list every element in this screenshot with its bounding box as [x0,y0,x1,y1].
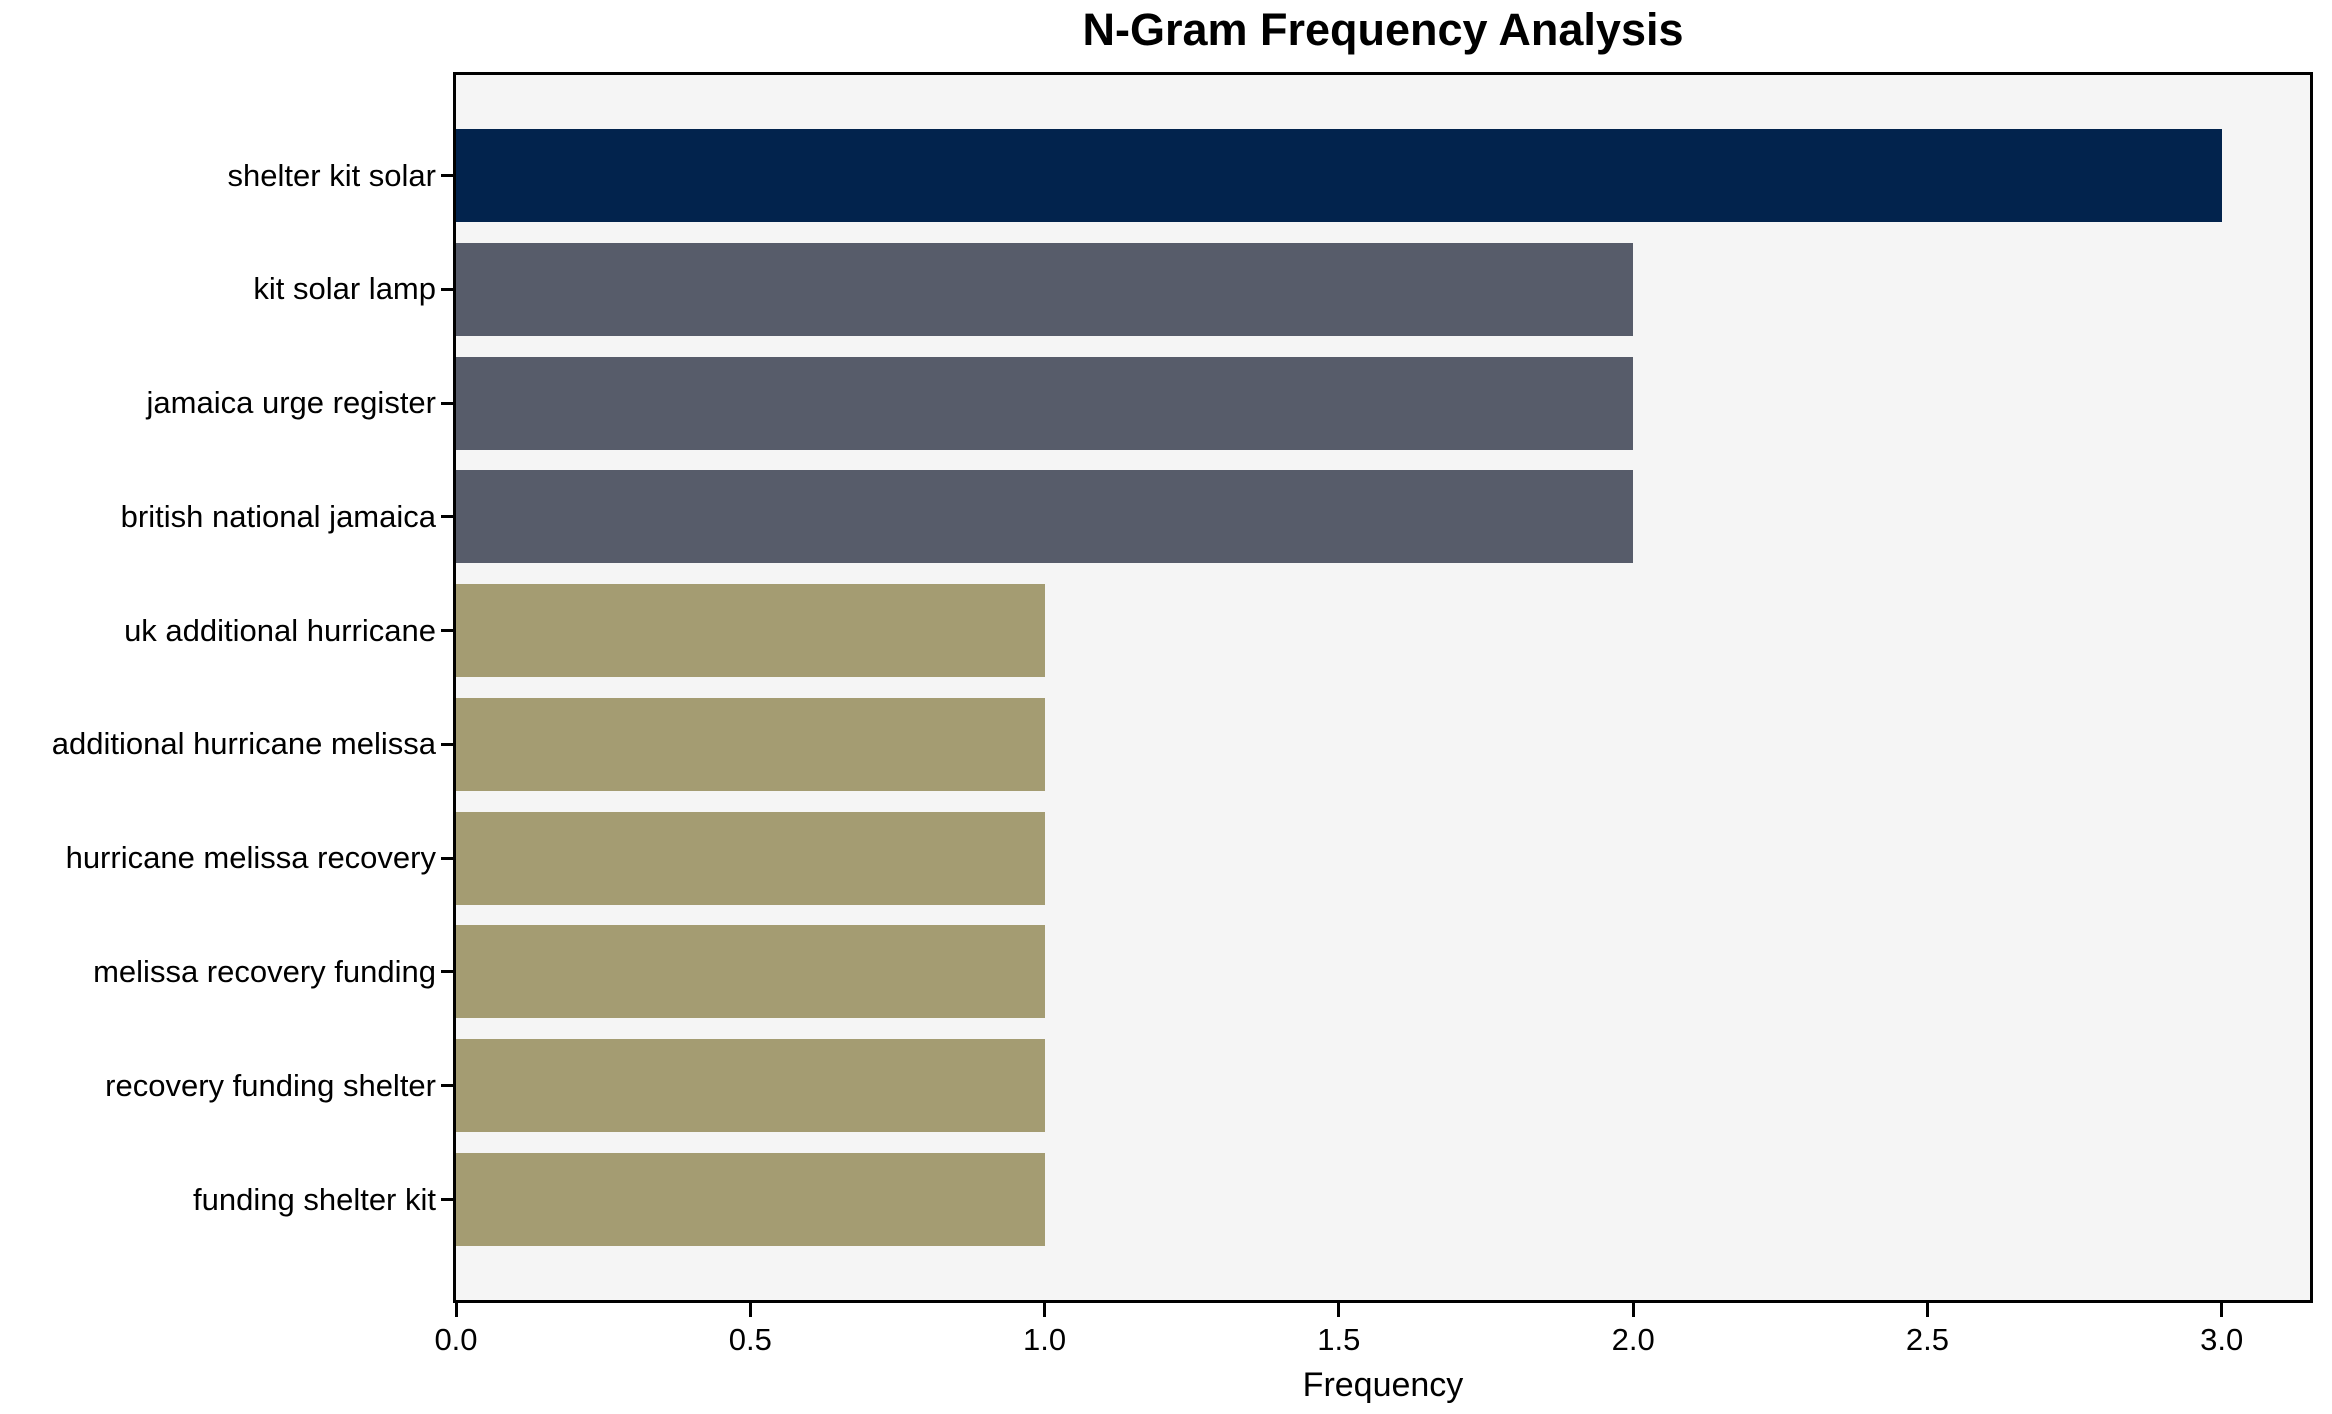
x-tick-0.5 [748,1303,752,1317]
bar-funding-shelter-kit [456,1153,1045,1246]
y-tick-recovery-funding-shelter [441,1084,453,1088]
y-tick-british-national-jamaica [441,515,453,519]
y-label-funding-shelter-kit: funding shelter kit [193,1181,436,1217]
y-tick-melissa-recovery-funding [441,970,453,974]
chart-title: N-Gram Frequency Analysis [1082,4,1684,55]
y-label-shelter-kit-solar: shelter kit solar [227,157,436,193]
y-label-british-national-jamaica: british national jamaica [120,498,436,534]
x-tick-label-1.0: 1.0 [1023,1322,1067,1357]
y-label-jamaica-urge-register: jamaica urge register [146,385,436,421]
y-label-uk-additional-hurricane: uk additional hurricane [124,612,436,648]
bar-hurricane-melissa-recovery [456,811,1045,905]
bar-uk-additional-hurricane [456,584,1045,678]
x-tick-label-0.0: 0.0 [434,1322,478,1357]
y-tick-funding-shelter-kit [441,1198,453,1201]
y-tick-uk-additional-hurricane [441,629,453,633]
x-axis-title: Frequency [1302,1366,1464,1404]
x-tick-label-1.5: 1.5 [1317,1322,1361,1357]
y-label-additional-hurricane-melissa: additional hurricane melissa [51,726,436,762]
y-tick-kit-solar-lamp [441,287,453,291]
bar-melissa-recovery-funding [456,925,1045,1019]
x-tick-3.0 [2220,1303,2224,1317]
bar-jamaica-urge-register [456,356,1634,450]
y-label-melissa-recovery-funding: melissa recovery funding [93,953,436,989]
bar-additional-hurricane-melissa [456,697,1045,791]
x-tick-label-2.5: 2.5 [1905,1322,1949,1357]
y-tick-additional-hurricane-melissa [441,742,453,746]
bar-british-national-jamaica [456,470,1634,564]
bar-kit-solar-lamp [456,242,1634,336]
x-tick-1.0 [1043,1303,1047,1317]
y-tick-shelter-kit-solar [441,174,453,177]
y-tick-hurricane-melissa-recovery [441,856,453,860]
x-tick-label-2.0: 2.0 [1611,1322,1655,1357]
y-tick-jamaica-urge-register [441,401,453,405]
x-tick-0.0 [454,1303,458,1317]
y-label-recovery-funding-shelter: recovery funding shelter [105,1067,436,1103]
x-tick-2.0 [1631,1303,1635,1317]
y-label-kit-solar-lamp: kit solar lamp [253,271,436,307]
y-label-hurricane-melissa-recovery: hurricane melissa recovery [65,840,436,876]
bar-shelter-kit-solar [456,129,2222,222]
x-tick-label-0.5: 0.5 [728,1322,772,1357]
x-tick-label-3.0: 3.0 [2200,1322,2244,1357]
x-tick-1.5 [1337,1303,1341,1317]
plot-area [453,72,2313,1303]
x-tick-2.5 [1925,1303,1929,1317]
bar-recovery-funding-shelter [456,1039,1045,1133]
